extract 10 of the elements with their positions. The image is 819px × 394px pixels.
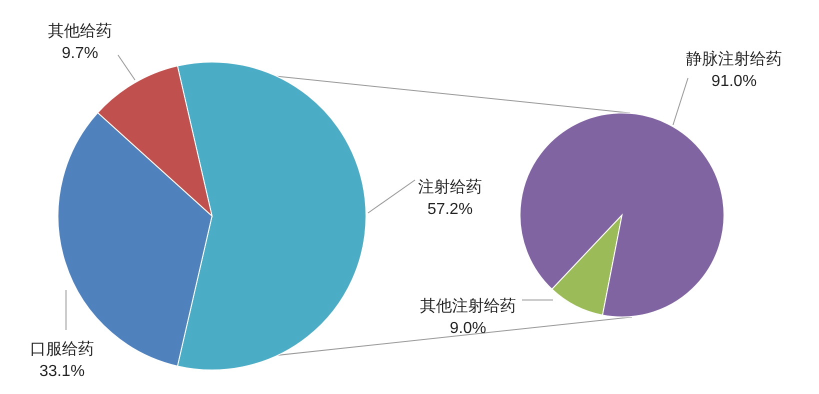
slice-label: 静脉注射给药 bbox=[686, 50, 782, 68]
data-label: 33.1% bbox=[39, 363, 85, 380]
slice-label: 注射给药 bbox=[418, 178, 482, 196]
slice-label: 其他给药 bbox=[48, 22, 112, 40]
slice-label: 口服给药 bbox=[30, 340, 94, 358]
data-label: 9.7% bbox=[62, 45, 98, 62]
data-label: 57.2% bbox=[427, 201, 473, 218]
slice-label: 其他注射给药 bbox=[420, 297, 516, 315]
data-label: 91.0% bbox=[711, 73, 757, 90]
data-label: 9.0% bbox=[450, 320, 486, 337]
